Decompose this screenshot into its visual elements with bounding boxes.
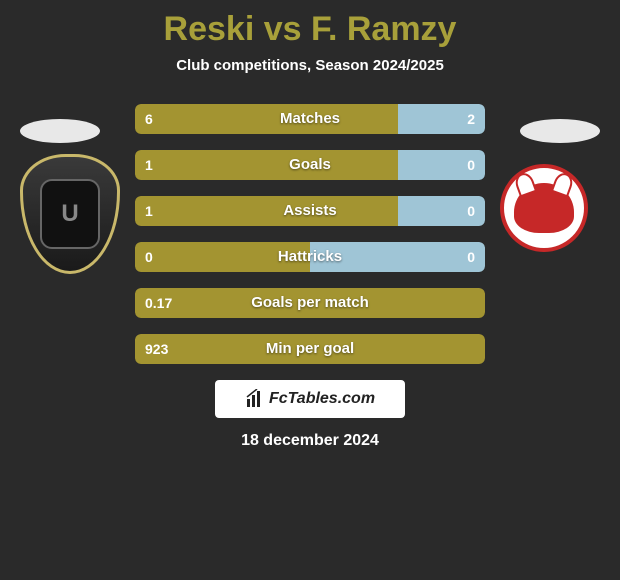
player-shadow-left <box>20 119 100 143</box>
date-label: 18 december 2024 <box>0 432 620 450</box>
stat-row: 10Assists <box>135 196 485 226</box>
player-shadow-right <box>520 119 600 143</box>
circle-badge-icon <box>500 164 588 252</box>
stat-label: Matches <box>135 104 485 134</box>
team-badge-right <box>500 164 600 264</box>
shield-letter: U <box>40 179 100 249</box>
stat-label: Goals per match <box>135 288 485 318</box>
page-subtitle: Club competitions, Season 2024/2025 <box>0 57 620 74</box>
stat-label: Hattricks <box>135 242 485 272</box>
comparison-layout: U 62Matches 10Goals 10Assists 00Hattricks 0.… <box>0 104 620 364</box>
stat-row: 923Min per goal <box>135 334 485 364</box>
stats-icon <box>245 389 265 409</box>
stat-row: 62Matches <box>135 104 485 134</box>
stat-label: Min per goal <box>135 334 485 364</box>
shield-icon: U <box>20 154 120 274</box>
bull-icon <box>514 183 574 233</box>
team-badge-left: U <box>20 154 120 274</box>
brand-text: FcTables.com <box>269 390 375 408</box>
page-title: Reski vs F. Ramzy <box>0 10 620 49</box>
stat-label: Assists <box>135 196 485 226</box>
stat-row: 00Hattricks <box>135 242 485 272</box>
main-container: Reski vs F. Ramzy Club competitions, Sea… <box>0 0 620 450</box>
stat-row: 0.17Goals per match <box>135 288 485 318</box>
stat-label: Goals <box>135 150 485 180</box>
brand-logo[interactable]: FcTables.com <box>215 380 405 418</box>
stat-bars: 62Matches 10Goals 10Assists 00Hattricks 0.17… <box>135 104 485 364</box>
stat-row: 10Goals <box>135 150 485 180</box>
